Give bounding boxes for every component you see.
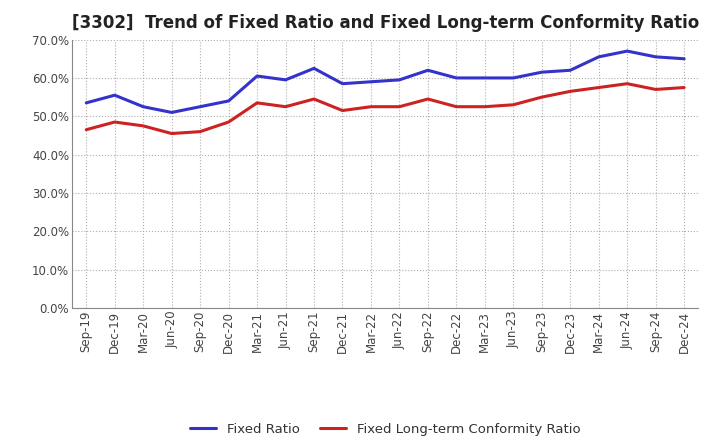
Fixed Ratio [225,98,233,103]
Fixed Ratio [282,77,290,82]
Fixed Long-term Conformity Ratio [225,119,233,125]
Fixed Long-term Conformity Ratio [680,85,688,90]
Fixed Ratio [82,100,91,106]
Line: Fixed Long-term Conformity Ratio: Fixed Long-term Conformity Ratio [86,84,684,134]
Fixed Long-term Conformity Ratio [366,104,375,109]
Fixed Long-term Conformity Ratio [253,100,261,106]
Fixed Ratio [595,54,603,59]
Fixed Ratio [652,54,660,59]
Fixed Long-term Conformity Ratio [110,119,119,125]
Fixed Long-term Conformity Ratio [395,104,404,109]
Fixed Ratio [338,81,347,86]
Fixed Ratio [423,68,432,73]
Fixed Long-term Conformity Ratio [139,123,148,128]
Fixed Ratio [139,104,148,109]
Fixed Ratio [480,75,489,81]
Fixed Long-term Conformity Ratio [310,96,318,102]
Fixed Ratio [310,66,318,71]
Fixed Long-term Conformity Ratio [282,104,290,109]
Fixed Long-term Conformity Ratio [82,127,91,132]
Legend: Fixed Ratio, Fixed Long-term Conformity Ratio: Fixed Ratio, Fixed Long-term Conformity … [185,418,585,440]
Fixed Ratio [196,104,204,109]
Fixed Ratio [395,77,404,82]
Fixed Long-term Conformity Ratio [595,85,603,90]
Fixed Ratio [537,70,546,75]
Fixed Long-term Conformity Ratio [566,89,575,94]
Fixed Ratio [680,56,688,62]
Fixed Ratio [509,75,518,81]
Fixed Ratio [623,48,631,54]
Title: [3302]  Trend of Fixed Ratio and Fixed Long-term Conformity Ratio: [3302] Trend of Fixed Ratio and Fixed Lo… [71,15,699,33]
Line: Fixed Ratio: Fixed Ratio [86,51,684,113]
Fixed Long-term Conformity Ratio [338,108,347,113]
Fixed Ratio [110,92,119,98]
Fixed Long-term Conformity Ratio [423,96,432,102]
Fixed Ratio [566,68,575,73]
Fixed Ratio [452,75,461,81]
Fixed Long-term Conformity Ratio [652,87,660,92]
Fixed Long-term Conformity Ratio [537,95,546,100]
Fixed Long-term Conformity Ratio [196,129,204,134]
Fixed Long-term Conformity Ratio [623,81,631,86]
Fixed Long-term Conformity Ratio [167,131,176,136]
Fixed Long-term Conformity Ratio [509,102,518,107]
Fixed Ratio [167,110,176,115]
Fixed Long-term Conformity Ratio [452,104,461,109]
Fixed Ratio [366,79,375,84]
Fixed Ratio [253,73,261,79]
Fixed Long-term Conformity Ratio [480,104,489,109]
